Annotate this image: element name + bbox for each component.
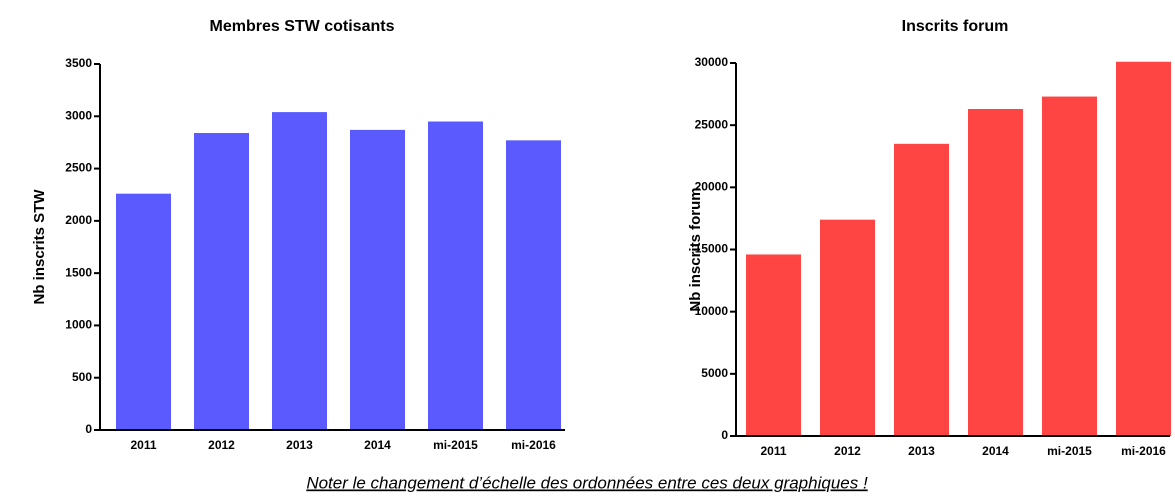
y-tick-label: 2500 [65, 161, 92, 175]
x-tick-label: 2011 [760, 444, 786, 458]
chart-title: Membres STW cotisants [210, 18, 395, 35]
y-tick-label: 2000 [65, 213, 92, 227]
x-tick-label: 2012 [834, 444, 861, 458]
x-tick-label: 2014 [982, 444, 1009, 458]
y-tick-label: 3500 [65, 56, 92, 70]
x-tick-label: mi-2016 [511, 438, 556, 452]
x-tick-label: 2013 [908, 444, 935, 458]
y-tick-label: 10000 [695, 304, 729, 318]
bar [968, 109, 1023, 437]
y-tick-label: 0 [721, 428, 728, 442]
chart-title: Inscrits forum [902, 18, 1009, 35]
x-tick-label: 2014 [364, 438, 391, 452]
caption: Noter le changement d’échelle des ordonn… [306, 473, 868, 492]
y-tick-label: 500 [72, 370, 92, 384]
y-tick-label: 0 [85, 422, 92, 436]
y-tick-label: 3000 [65, 108, 92, 122]
x-tick-label: 2011 [130, 438, 156, 452]
y-tick-label: 20000 [695, 180, 729, 194]
y-axis-label: Nb inscrits forum [687, 187, 704, 311]
y-tick-label: 1500 [65, 265, 92, 279]
bar [746, 254, 801, 436]
bar [894, 143, 949, 437]
x-tick-label: mi-2015 [433, 438, 478, 452]
y-axis-label: Nb inscrits STW [31, 189, 48, 305]
x-tick-label: mi-2015 [1047, 444, 1092, 458]
y-tick-label: 30000 [695, 55, 729, 69]
y-tick-label: 25000 [695, 117, 729, 131]
x-tick-label: 2013 [286, 438, 313, 452]
y-tick-label: 1000 [65, 318, 92, 332]
bar [428, 121, 483, 430]
bar [1042, 96, 1097, 436]
x-tick-label: 2012 [208, 438, 235, 452]
x-tick-label: mi-2016 [1121, 444, 1166, 458]
y-tick-label: 5000 [701, 366, 728, 380]
bar [116, 193, 171, 430]
bar [506, 140, 561, 430]
bar [272, 112, 327, 431]
bar [820, 219, 875, 436]
y-tick-label: 15000 [695, 242, 729, 256]
bar [1116, 61, 1171, 437]
bar [194, 133, 249, 430]
bar [350, 129, 405, 430]
